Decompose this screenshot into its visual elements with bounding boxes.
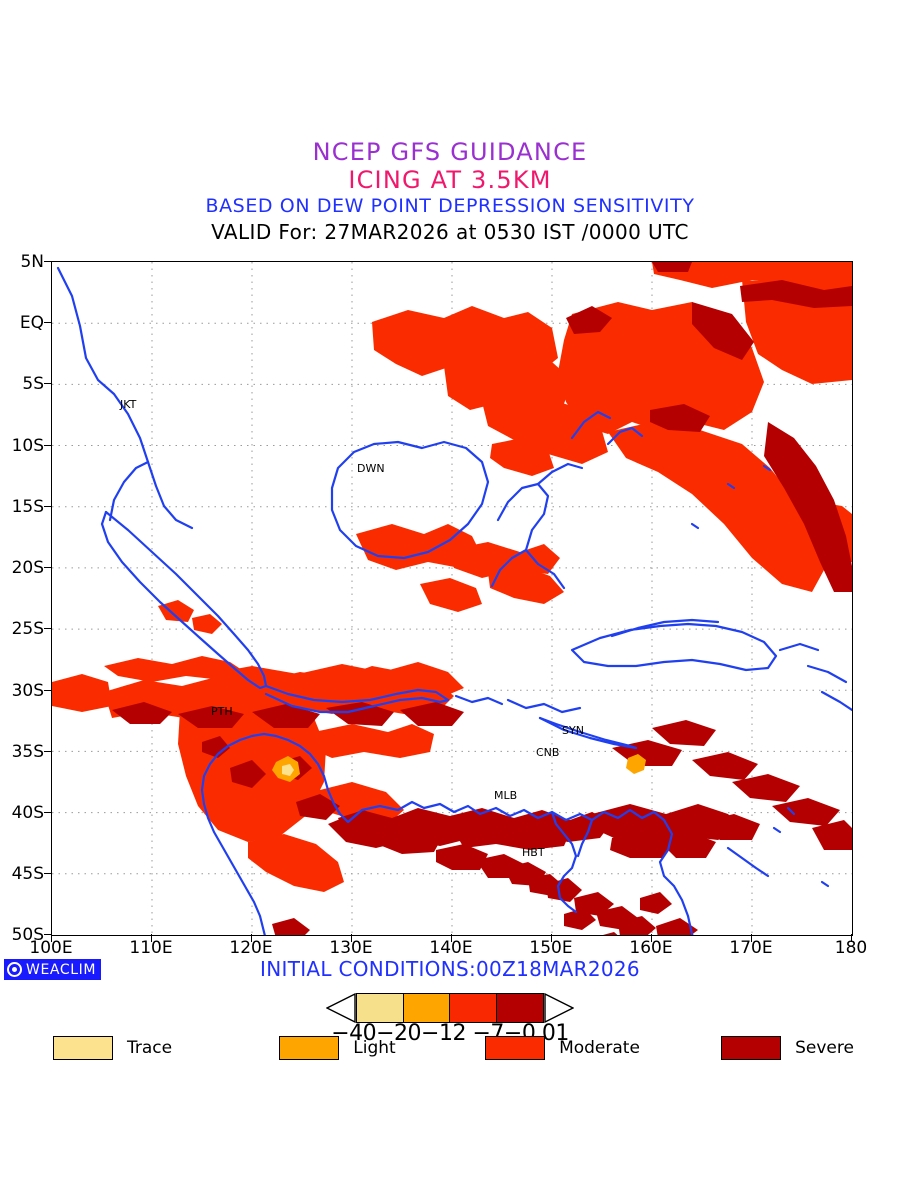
y-axis-tick-label: 5S [22,374,44,394]
title-block: NCEP GFS GUIDANCE ICING AT 3.5KM BASED O… [0,138,900,245]
legend-swatch-severe [721,1036,782,1060]
map-coastlines [56,266,852,935]
city-label-jkt: JKT [119,398,137,411]
y-tick-mark [44,261,52,263]
colorbar-cell-severe [496,993,545,1023]
y-tick-mark [44,690,52,692]
x-axis-tick-label: 110E [129,938,173,958]
y-axis-tick-label: 15S [11,497,44,517]
legend-item-light: Light [225,1036,450,1060]
colorbar-cell-moderate [449,993,498,1023]
y-tick-mark [44,628,52,630]
x-axis-tick-label: 130E [329,938,373,958]
x-axis-tick-label: 180 [834,938,868,958]
colorbar[interactable] [325,993,575,1023]
map-plot-area[interactable]: JKT DWN PTH MLB HBT CNB SYN AKL WLG CCH [51,261,853,936]
y-axis-tick-label: EQ [19,313,44,333]
x-tick-mark [451,934,453,942]
colorbar-container [0,993,900,1027]
icing-trace-regions [282,764,294,776]
colorbar-arrow-left-icon [325,993,356,1023]
legend-label-moderate: Moderate [559,1038,640,1058]
icing-map: JKT DWN PTH MLB HBT CNB SYN AKL WLG CCH [52,262,852,935]
y-axis-tick-label: 5N [20,252,44,272]
y-axis-tick-label: 30S [11,681,44,701]
y-axis-tick-label: 10S [11,436,44,456]
legend-item-moderate: Moderate [450,1036,675,1060]
circle-target-icon [7,962,22,977]
city-label-mlb: MLB [494,789,517,802]
colorbar-cell-trace [355,993,404,1023]
legend-label-severe: Severe [795,1038,854,1058]
y-tick-mark [44,506,52,508]
x-tick-mark [851,934,853,942]
legend-swatch-light [279,1036,340,1060]
y-tick-mark [44,383,52,385]
city-label-dwn: DWN [357,462,385,475]
x-tick-mark [751,934,753,942]
x-axis-tick-label: 170E [729,938,773,958]
x-axis-tick-label: 100E [29,938,73,958]
colorbar-arrow-right-icon [544,993,575,1023]
page-basis-text: BASED ON DEW POINT DEPRESSION SENSITIVIT… [205,195,695,217]
city-label-pth: PTH [211,705,233,718]
x-tick-mark [351,934,353,942]
x-tick-mark [51,934,53,942]
x-tick-mark [151,934,153,942]
y-axis-tick-label: 40S [11,803,44,823]
y-tick-mark [44,934,52,936]
y-axis-tick-label: 50S [11,925,44,945]
y-axis-tick-label: 20S [11,558,44,578]
colorbar-cell-light [402,993,451,1023]
y-tick-mark [44,445,52,447]
y-axis-tick-label: 35S [11,742,44,762]
x-tick-mark [251,934,253,942]
legend-item-trace: Trace [0,1036,225,1060]
y-axis-tick-label: 45S [11,864,44,884]
x-axis-tick-label: 150E [529,938,573,958]
y-tick-mark [44,812,52,814]
y-tick-mark [44,873,52,875]
legend-label-trace: Trace [126,1038,173,1058]
city-label-cnb: CNB [536,746,559,759]
legend-label-light: Light [353,1038,396,1058]
weaclim-logo-label: WEACLIM [26,961,97,978]
valid-time-text: VALID For: 27MAR2026 at 0530 IST /0000 U… [211,220,689,244]
city-label-syn: SYN [562,724,584,737]
page-subtitle: ICING AT 3.5KM [348,166,552,194]
legend-swatch-trace [52,1036,113,1060]
icing-light-regions [272,754,646,782]
y-tick-mark [44,751,52,753]
colorbar-tick-labels: −40−20−12 −7−0.01 [331,1021,569,1046]
x-axis-tick-label: 120E [229,938,273,958]
city-label-hbt: HBT [522,846,545,859]
legend-item-severe: Severe [675,1036,900,1060]
x-tick-mark [651,934,653,942]
initial-conditions-text: INITIAL CONDITIONS:00Z18MAR2026 [260,957,640,981]
weaclim-logo[interactable]: WEACLIM [4,959,102,980]
city-labels: JKT DWN PTH MLB HBT CNB SYN AKL WLG CCH [119,398,584,859]
y-axis-tick-label: 25S [11,619,44,639]
y-tick-mark [44,567,52,569]
icing-moderate-regions [52,262,852,892]
x-tick-mark [551,934,553,942]
page-title: NCEP GFS GUIDANCE [312,138,588,166]
x-axis-tick-label: 160E [629,938,673,958]
legend-swatch-moderate [485,1036,546,1060]
y-tick-mark [44,322,52,324]
x-axis-tick-label: 140E [429,938,473,958]
legend: Trace Light Moderate Severe [0,1036,900,1060]
icing-severe-regions [112,262,852,935]
